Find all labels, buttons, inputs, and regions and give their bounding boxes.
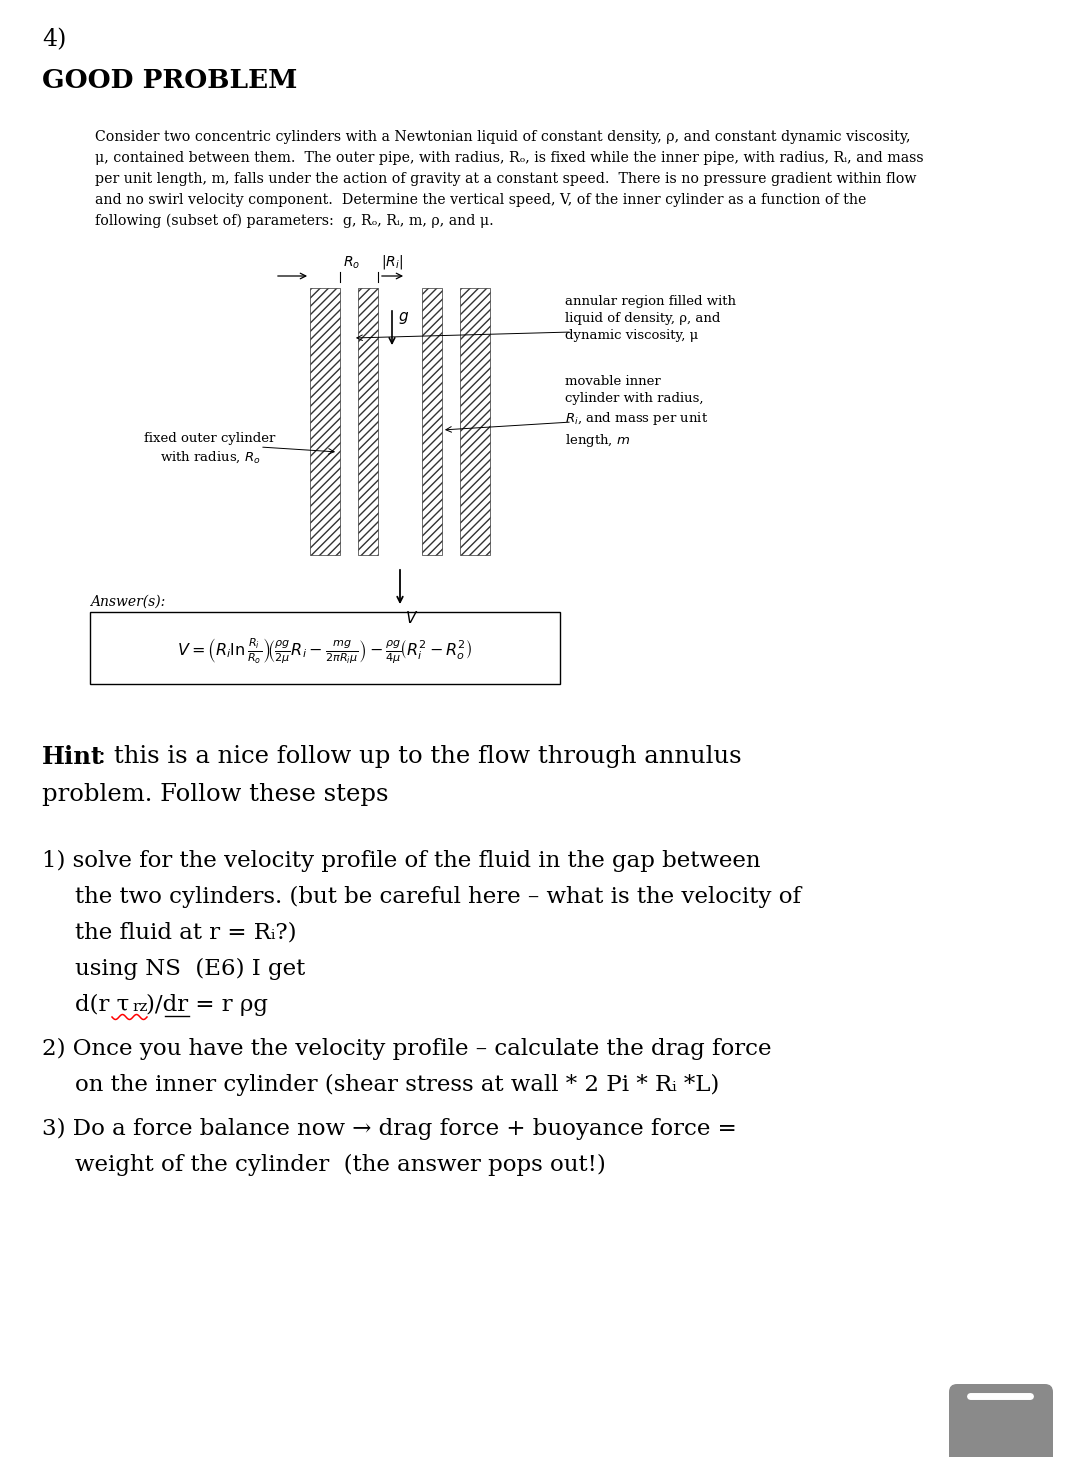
Text: fixed outer cylinder
with radius, $R_o$: fixed outer cylinder with radius, $R_o$ bbox=[145, 431, 275, 465]
Text: 2) Once you have the velocity profile – calculate the drag force: 2) Once you have the velocity profile – … bbox=[42, 1037, 771, 1061]
Text: and no swirl velocity component.  Determine the vertical speed, V, of the inner : and no swirl velocity component. Determi… bbox=[95, 192, 866, 207]
Text: $V$: $V$ bbox=[405, 610, 418, 627]
Text: the two cylinders. (but be careful here – what is the velocity of: the two cylinders. (but be careful here … bbox=[75, 886, 801, 908]
Text: μ, contained between them.  The outer pipe, with radius, Rₒ, is fixed while the : μ, contained between them. The outer pip… bbox=[95, 152, 923, 165]
Text: annular region filled with
liquid of density, ρ, and
dynamic viscosity, μ: annular region filled with liquid of den… bbox=[565, 294, 735, 342]
Text: )/dr = r ρg: )/dr = r ρg bbox=[146, 994, 268, 1016]
Text: movable inner
cylinder with radius,
$R_i$, and mass per unit
length, $m$: movable inner cylinder with radius, $R_i… bbox=[565, 374, 708, 449]
Text: $g$: $g$ bbox=[399, 310, 409, 326]
Text: rz: rz bbox=[132, 1000, 147, 1014]
Text: d(r τ: d(r τ bbox=[75, 994, 130, 1016]
Text: $V = \left(R_i \ln\frac{R_i}{R_o}\right)\!\left(\frac{\rho g}{2\mu}R_i - \frac{m: $V = \left(R_i \ln\frac{R_i}{R_o}\right)… bbox=[177, 637, 473, 666]
Bar bbox=[460, 288, 490, 555]
FancyBboxPatch shape bbox=[949, 1384, 1053, 1457]
Bar bbox=[90, 612, 561, 683]
Text: weight of the cylinder  (the answer pops out!): weight of the cylinder (the answer pops … bbox=[75, 1154, 606, 1176]
Text: per unit length, m, falls under the action of gravity at a constant speed.  Ther: per unit length, m, falls under the acti… bbox=[95, 172, 917, 186]
Bar bbox=[310, 288, 340, 555]
Text: the fluid at r = Rᵢ?): the fluid at r = Rᵢ?) bbox=[75, 922, 297, 944]
Text: 3) Do a force balance now → drag force + buoyance force =: 3) Do a force balance now → drag force +… bbox=[42, 1118, 737, 1139]
Text: Hint: Hint bbox=[42, 745, 103, 769]
Text: GOOD PROBLEM: GOOD PROBLEM bbox=[42, 68, 297, 93]
Bar bbox=[357, 288, 378, 555]
Text: Consider two concentric cylinders with a Newtonian liquid of constant density, ρ: Consider two concentric cylinders with a… bbox=[95, 130, 910, 144]
Text: Answer(s):: Answer(s): bbox=[90, 594, 165, 609]
Text: following (subset of) parameters:  g, Rₒ, Rᵢ, m, ρ, and μ.: following (subset of) parameters: g, Rₒ,… bbox=[95, 214, 494, 229]
Text: using NS  (E6) I get: using NS (E6) I get bbox=[75, 959, 306, 981]
Bar bbox=[422, 288, 442, 555]
Text: on the inner cylinder (shear stress at wall * 2 Pi * Rᵢ *L): on the inner cylinder (shear stress at w… bbox=[75, 1074, 719, 1096]
Text: $|R_i|$: $|R_i|$ bbox=[381, 254, 403, 271]
Text: 4): 4) bbox=[42, 28, 66, 51]
Text: $R_o$: $R_o$ bbox=[343, 255, 360, 271]
Text: problem. Follow these steps: problem. Follow these steps bbox=[42, 782, 389, 806]
Text: 1) solve for the velocity profile of the fluid in the gap between: 1) solve for the velocity profile of the… bbox=[42, 849, 760, 873]
Text: : this is a nice follow up to the flow through annulus: : this is a nice follow up to the flow t… bbox=[98, 745, 742, 768]
